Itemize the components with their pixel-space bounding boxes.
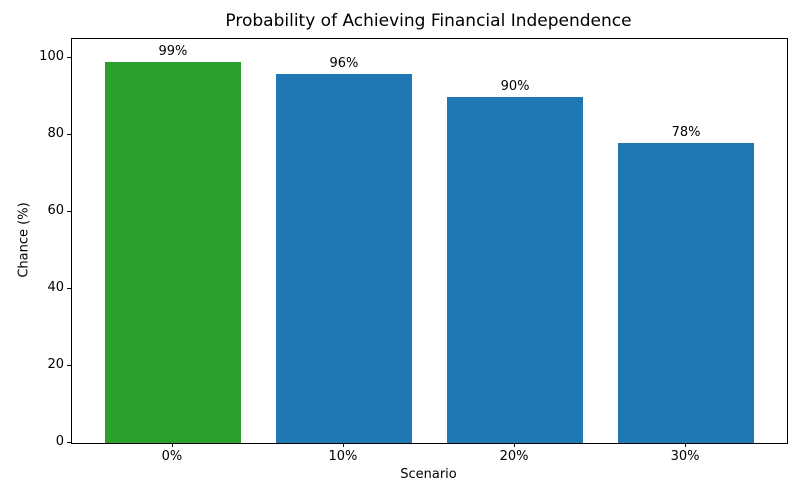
x-tick-mark	[342, 443, 344, 447]
x-tick-label: 30%	[670, 449, 700, 464]
bar-0%	[104, 62, 242, 443]
x-tick-mark	[514, 443, 516, 447]
chart-title: Probability of Achieving Financial Indep…	[225, 11, 632, 31]
y-tick-mark	[67, 133, 71, 135]
x-tick-mark	[685, 443, 687, 447]
x-tick-label: 10%	[328, 449, 358, 464]
y-tick-label: 40	[47, 280, 64, 296]
x-tick-label: 20%	[499, 449, 529, 464]
y-axis-label: Chance (%)	[16, 202, 32, 278]
x-axis-label: Scenario	[400, 467, 457, 482]
y-tick-label: 20	[47, 357, 64, 373]
bar-value-label: 96%	[329, 55, 359, 71]
y-tick-label: 80	[47, 126, 64, 142]
y-tick-mark	[67, 287, 71, 289]
y-tick-mark	[67, 364, 71, 366]
y-tick-label: 0	[55, 434, 64, 449]
y-tick-mark	[67, 441, 71, 443]
bar-value-label: 90%	[500, 78, 530, 94]
bar-20%	[446, 96, 584, 443]
y-tick-mark	[67, 56, 71, 58]
plot-area: 99% 96% 90% 78%	[71, 38, 788, 444]
bar-10%	[275, 73, 413, 443]
bar-value-label: 78%	[671, 124, 701, 140]
y-tick-label: 60	[47, 203, 64, 219]
x-tick-mark	[171, 443, 173, 447]
y-tick-label: 100	[39, 49, 64, 65]
bar-30%	[617, 142, 755, 443]
y-tick-mark	[67, 210, 71, 212]
x-tick-label: 0%	[161, 449, 183, 464]
bar-value-label: 99%	[158, 44, 188, 60]
